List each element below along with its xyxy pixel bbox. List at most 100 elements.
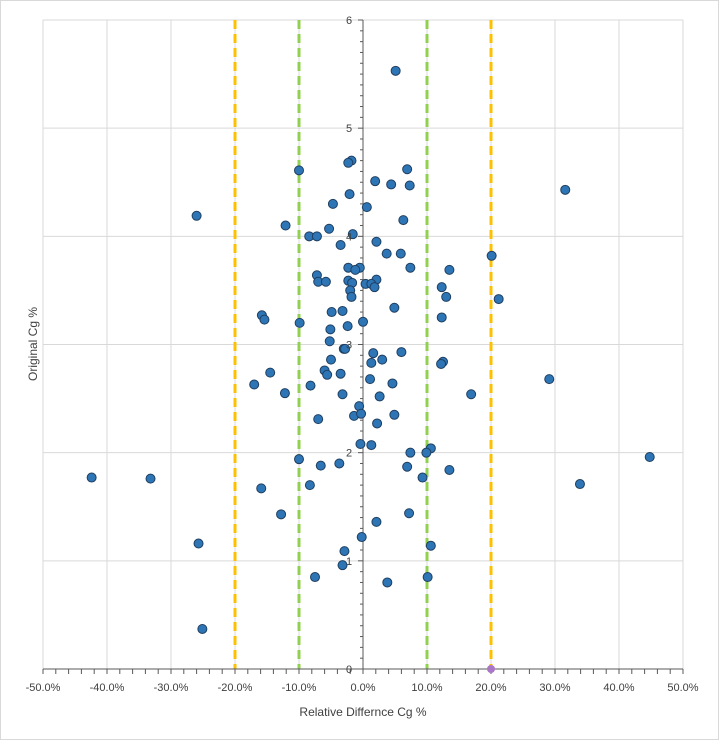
data-point (145, 473, 156, 484)
data-point (294, 317, 305, 328)
data-point (381, 248, 392, 259)
data-point (335, 368, 346, 379)
data-point (395, 248, 406, 259)
data-point (324, 336, 335, 347)
data-point (265, 367, 276, 378)
marker-point (487, 665, 495, 673)
data-point (369, 282, 380, 293)
data-point (334, 458, 345, 469)
data-point (441, 291, 452, 302)
x-tick-label: -40.0% (90, 682, 125, 694)
data-point (574, 479, 585, 490)
reference-lines (233, 20, 493, 669)
data-point (337, 389, 348, 400)
data-point (396, 347, 407, 358)
data-point (256, 483, 267, 494)
data-point (374, 391, 385, 402)
data-point (405, 447, 416, 458)
y-tick-label: 0 (346, 664, 352, 676)
data-point (326, 307, 337, 318)
data-point (371, 236, 382, 247)
data-point (197, 623, 208, 634)
data-point (259, 314, 270, 325)
y-axis-title: Original Cg % (26, 307, 40, 381)
data-point (358, 316, 368, 327)
y-tick-label: 5 (346, 123, 352, 135)
y-tick-label: 1 (346, 556, 352, 568)
data-point (425, 540, 436, 551)
data-point (377, 354, 388, 365)
data-point (389, 409, 400, 420)
data-point (404, 508, 415, 519)
x-tick-label: -50.0% (26, 682, 61, 694)
data-point (417, 472, 428, 483)
data-point (347, 229, 358, 240)
data-point (340, 343, 351, 354)
data-point (560, 184, 571, 195)
data-point (326, 354, 336, 365)
x-axis-title: Relative Differnce Cg % (299, 705, 426, 719)
data-point (343, 157, 354, 168)
x-tick-label: 40.0% (603, 682, 634, 694)
data-point (339, 546, 350, 557)
data-point (279, 388, 290, 399)
data-point (249, 379, 260, 390)
data-point (368, 348, 379, 359)
data-point (644, 451, 655, 462)
data-point (193, 538, 204, 549)
data-point (361, 202, 372, 213)
data-point (346, 291, 357, 302)
data-point (294, 454, 304, 465)
data-point (327, 198, 338, 209)
x-tick-label: -10.0% (282, 682, 317, 694)
data-point (335, 239, 346, 250)
data-point (366, 357, 377, 368)
x-tick-label: 10.0% (411, 682, 442, 694)
data-point (355, 439, 366, 450)
data-point (337, 305, 348, 316)
data-point (404, 180, 415, 191)
data-point (320, 276, 331, 287)
x-tick-label: -30.0% (154, 682, 189, 694)
data-point (444, 464, 455, 475)
data-point (365, 374, 376, 385)
x-tick-label: 20.0% (475, 682, 506, 694)
data-point (342, 321, 353, 332)
data-point (86, 472, 97, 483)
data-point (280, 220, 291, 231)
data-point (486, 250, 497, 261)
data-point (382, 577, 393, 588)
data-point (387, 378, 398, 389)
data-point (311, 231, 322, 242)
data-point (402, 164, 413, 175)
data-point (350, 264, 361, 275)
data-point (466, 389, 477, 400)
data-point (389, 302, 400, 313)
data-point (436, 358, 447, 369)
data-point (324, 223, 335, 234)
data-point (294, 165, 304, 176)
x-tick-label: -20.0% (218, 682, 253, 694)
data-point (304, 480, 315, 491)
y-tick-label: 4 (346, 231, 352, 243)
data-point (370, 176, 381, 187)
data-points (86, 65, 655, 673)
data-point (276, 509, 287, 520)
data-point (398, 215, 409, 226)
data-point (366, 440, 377, 451)
data-point (493, 294, 504, 305)
data-point (436, 282, 447, 293)
data-point (313, 414, 324, 425)
x-tick-label: 50.0% (667, 682, 698, 694)
data-point (371, 516, 382, 527)
data-point (544, 374, 555, 385)
y-tick-label: 2 (346, 448, 352, 460)
data-point (356, 408, 367, 419)
tick-labels: -50.0% -40.0% -30.0% -20.0% -10.0% 0.0% 10.0% 2… (26, 15, 699, 694)
data-point (421, 447, 432, 458)
data-point (310, 572, 320, 583)
data-point (356, 532, 367, 543)
data-point (405, 262, 416, 273)
